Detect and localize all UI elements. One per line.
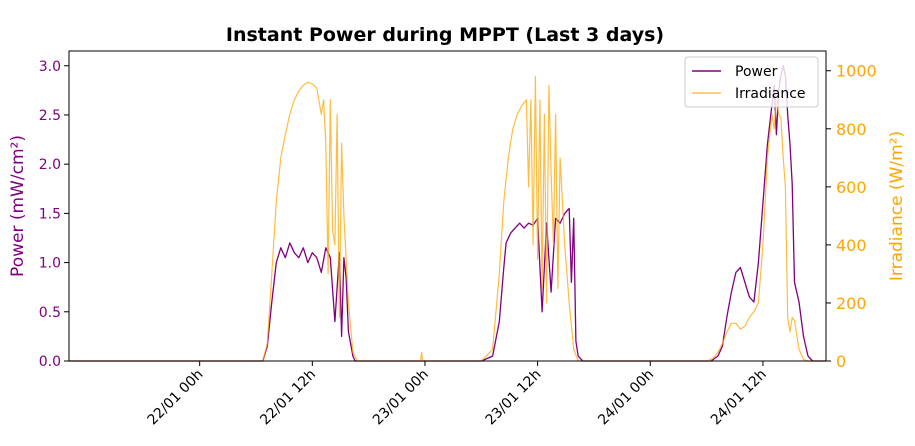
x-tick-label: 23/01 00h <box>370 367 432 429</box>
y-left-tick-label: 2.5 <box>39 108 61 124</box>
y-left-tick-label: 0.5 <box>39 305 61 321</box>
plot-frame <box>68 50 827 362</box>
legend-frame <box>684 56 819 108</box>
y-right-tick-label: 400 <box>836 236 867 255</box>
y-right-tick-label: 800 <box>836 120 867 139</box>
y-left-axis: 0.0 0.5 1.0 1.5 2.0 2.5 3.0 <box>39 59 69 370</box>
y-left-tick-label: 2.0 <box>39 157 61 173</box>
power-series <box>69 65 826 362</box>
y-right-tick-label: 1000 <box>836 62 877 81</box>
x-tick-label: 22/01 12h <box>257 367 319 429</box>
x-tick-label: 22/01 00h <box>145 367 207 429</box>
y-axis-left-label: Power (mW/cm²) <box>8 135 28 277</box>
y-right-tick-label: 0 <box>836 352 846 371</box>
legend: Power Irradiance <box>684 56 819 108</box>
legend-power-label: Power <box>735 64 778 80</box>
x-tick-label: 24/01 12h <box>708 367 770 429</box>
x-tick-label: 24/01 00h <box>595 367 657 429</box>
y-left-tick-label: 3.0 <box>39 59 61 75</box>
irradiance-series <box>69 75 826 362</box>
y-axis-right-label: Irradiance (W/m²) <box>887 131 907 281</box>
legend-irradiance-label: Irradiance <box>735 86 806 102</box>
y-right-axis: 0 200 400 600 800 1000 <box>826 62 877 371</box>
y-left-tick-label: 1.0 <box>39 256 61 272</box>
series-line-irradiance <box>69 75 826 362</box>
y-left-tick-label: 1.5 <box>39 206 61 222</box>
y-right-tick-label: 600 <box>836 178 867 197</box>
y-right-tick-label: 200 <box>836 294 867 313</box>
y-left-tick-label: 0.0 <box>39 354 61 370</box>
chart-title: Instant Power during MPPT (Last 3 days) <box>226 24 664 46</box>
x-tick-label: 23/01 12h <box>483 367 545 429</box>
series-line-power <box>69 65 826 362</box>
x-axis: 22/01 00h 22/01 12h 23/01 00h 23/01 12h 24/0… <box>145 361 770 428</box>
